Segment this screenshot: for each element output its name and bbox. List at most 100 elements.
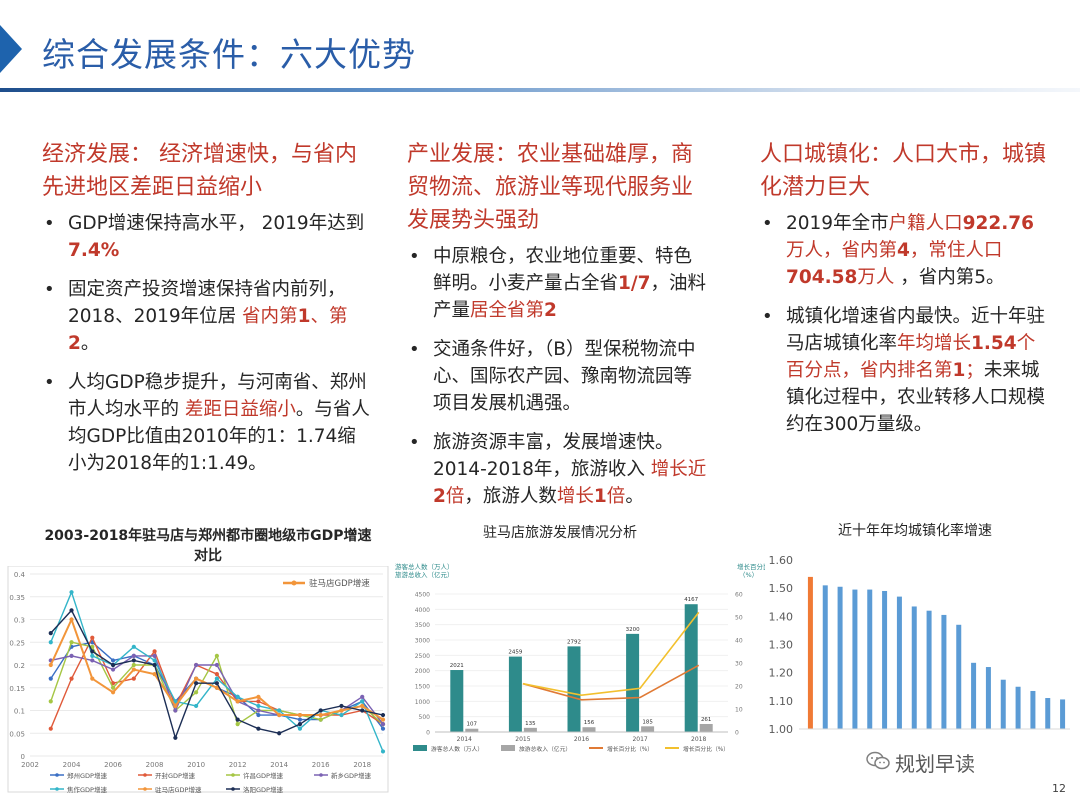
y-tick-label: 0.1 [14, 708, 25, 716]
x-tick-label: 2018 [353, 761, 371, 769]
legend-label: 郑州GDP增速 [67, 771, 107, 780]
data-point [90, 658, 95, 663]
bullet-text: 增长近 [650, 459, 707, 480]
data-point [69, 590, 74, 595]
legend-label: 增长百分比（%） [607, 745, 653, 753]
bar [971, 662, 977, 729]
data-point [194, 681, 199, 686]
data-point [277, 731, 282, 736]
bullet-text: 户籍人口 [888, 213, 963, 234]
urbanization-bar-chart: 1.00 1.10 1.20 1.30 1.40 1.50 1.60 [769, 554, 1070, 736]
data-point [131, 658, 136, 663]
page-number: 12 [1052, 782, 1066, 795]
header-divider [0, 88, 1080, 92]
data-point [194, 676, 199, 681]
data-point [90, 676, 95, 681]
growth-line [522, 664, 700, 701]
bar [822, 585, 828, 729]
bullet-text: 万人，省内第 [786, 240, 898, 261]
x-tick-label: 2015 [515, 736, 530, 743]
data-point [380, 712, 386, 718]
data-point [110, 667, 116, 672]
tourism-bar-chart: 游客总人数（万人）旅游总收入（亿元）增长百分比（%）05001000150020… [395, 562, 765, 753]
bar-highlight [807, 576, 813, 729]
gdp-growth-line-chart: 0 0.05 0.1 0.15 0.2 0.25 0.3 0.35 0.4 2002 2004 200… [7, 566, 389, 794]
data-point [152, 672, 157, 677]
y-tick-label: 1.50 [769, 582, 794, 595]
column-heading-label: 经济发展： [42, 142, 153, 167]
bullet-text: 人均GDP稳步提升，与河南省、郑州市人均水平的 [68, 372, 367, 420]
bar-income [582, 727, 596, 732]
bar [911, 606, 917, 729]
column-heading-text: 农业基础雄厚，商贸物流、旅游业等现代服务业发展势头强劲 [407, 142, 694, 233]
data-point [318, 712, 323, 718]
bullet-text: 、第 [310, 306, 348, 327]
gdp-chart-title: 2003-2018年驻马店与郑州都市圈地级市GDP增速对比 [44, 528, 372, 564]
y2-tick-label: 40 [735, 638, 743, 645]
bar-people [450, 670, 464, 732]
column-heading-label: 产业发展： [407, 142, 518, 167]
bar [1015, 686, 1021, 729]
y-tick-label: 0 [426, 730, 430, 737]
data-point [152, 653, 157, 658]
column-industry: 产业发展：农业基础雄厚，商贸物流、旅游业等现代服务业发展势头强劲中原粮仓，农业地… [407, 138, 707, 522]
data-point [297, 726, 303, 731]
bar-people [684, 604, 698, 732]
data-point [297, 717, 303, 722]
bar [1060, 699, 1066, 729]
bullet-text: 交通条件好，（B）型保税物流中心、国际农产园、豫南物流园等项目发展机遇强。 [433, 339, 696, 414]
y-tick-label: 4500 [415, 592, 430, 599]
bullet-text: 7.4% [68, 240, 120, 261]
bar-data-label: 2459 [508, 650, 522, 656]
data-point [69, 676, 74, 681]
column-heading-label: 人口城镇化： [760, 142, 893, 167]
column-heading-text: 人口大市，城镇化潜力巨大 [760, 142, 1047, 200]
legend-label: 旅游总收入（亿元） [519, 745, 571, 753]
data-point [235, 699, 240, 704]
data-point [214, 672, 219, 677]
data-point [277, 708, 282, 713]
legend-label: 开封GDP增速 [155, 771, 195, 780]
y2-tick-label: 60 [735, 592, 743, 599]
growth-line [522, 611, 700, 697]
bullet-item: 人均GDP稳步提升，与河南省、郑州市人均水平的 差距日益缩小。与省人均GDP比值… [42, 369, 372, 477]
column-heading: 人口城镇化：人口大市，城镇化潜力巨大 [760, 138, 1050, 204]
bullet-text: 。与省人均GDP比值由2010年的1：1.74缩小为2018年的1:1.49。 [68, 399, 370, 474]
bar-income [465, 728, 479, 732]
data-point [360, 703, 365, 709]
data-point [297, 712, 303, 718]
header-triangle-icon [0, 25, 22, 73]
legend-label: 驻马店GDP增速 [309, 578, 370, 589]
data-point [235, 717, 240, 722]
bullet-text: GDP增速保持高水平， 2019年达到 [68, 213, 365, 234]
footer-brand: 规划早读 [895, 752, 975, 776]
data-point [131, 676, 136, 681]
left-axis-label: 游客总人数（万人） [395, 562, 454, 571]
data-point [173, 699, 178, 704]
data-point [48, 699, 53, 704]
data-point [152, 649, 157, 654]
data-point [48, 726, 53, 731]
data-point [69, 640, 74, 645]
data-point [339, 708, 344, 713]
data-point [380, 726, 386, 731]
bar [896, 596, 902, 729]
data-point [173, 703, 178, 709]
bullet-text: 。 [80, 333, 100, 354]
data-point [173, 735, 178, 740]
bullet-text: 1 [952, 360, 966, 381]
bullet-text: 城镇化增速省内最快。近十年驻马店城镇化率 [786, 306, 1046, 354]
right-axis-label: （%） [739, 571, 758, 579]
legend-label: 驻马店GDP增速 [155, 785, 202, 794]
legend-label: 许昌GDP增速 [243, 771, 283, 780]
legend-marker [55, 773, 59, 777]
bar-data-label: 185 [642, 719, 653, 725]
column-heading: 产业发展：农业基础雄厚，商贸物流、旅游业等现代服务业发展势头强劲 [407, 138, 707, 237]
bar-data-label: 107 [467, 722, 478, 728]
data-point [152, 662, 157, 668]
x-tick-label: 2012 [229, 761, 247, 769]
legend-swatch [501, 745, 515, 751]
legend-swatch [413, 745, 427, 751]
y2-tick-label: 0 [735, 730, 739, 737]
data-point [380, 722, 386, 727]
